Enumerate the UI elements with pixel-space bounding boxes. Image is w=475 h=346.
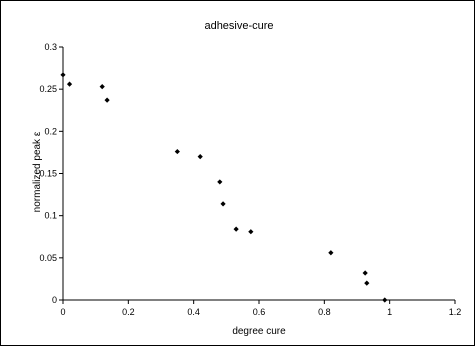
data-point bbox=[104, 97, 110, 103]
data-point bbox=[328, 250, 334, 256]
data-point bbox=[362, 270, 368, 276]
data-point bbox=[217, 179, 223, 185]
data-point bbox=[197, 154, 203, 160]
y-tick-label: 0.1 bbox=[44, 211, 57, 221]
x-tick-label: 1 bbox=[387, 307, 392, 317]
y-tick-label: 0.3 bbox=[44, 42, 57, 52]
data-point bbox=[66, 81, 73, 87]
x-tick-label: 0.4 bbox=[187, 307, 200, 317]
data-point bbox=[233, 226, 239, 232]
y-axis-ticks: 0 0.05 0.1 0.15 0.2 0.25 0.3 bbox=[39, 42, 63, 305]
y-tick-label: 0.15 bbox=[39, 169, 57, 179]
x-tick-label: 0.8 bbox=[318, 307, 331, 317]
x-tick-label: 0.6 bbox=[253, 307, 266, 317]
data-point bbox=[382, 297, 388, 303]
data-point bbox=[220, 201, 226, 207]
x-tick-label: 1.2 bbox=[449, 307, 462, 317]
data-point bbox=[174, 148, 180, 155]
data-point bbox=[60, 72, 66, 78]
y-axis-label: normalized peak ε bbox=[32, 131, 43, 212]
data-point bbox=[248, 229, 254, 235]
x-tick-label: 0 bbox=[60, 307, 65, 317]
data-point bbox=[99, 84, 105, 90]
y-tick-label: 0 bbox=[52, 295, 57, 305]
y-tick-label: 0.2 bbox=[44, 126, 57, 136]
y-tick-label: 0.05 bbox=[39, 253, 57, 263]
x-tick-label: 0.2 bbox=[122, 307, 135, 317]
data-points bbox=[60, 72, 388, 303]
x-axis-ticks: 0 0.2 0.4 0.6 0.8 1 1.2 bbox=[60, 300, 461, 317]
chart-title: adhesive-cure bbox=[204, 20, 273, 32]
y-tick-label: 0.25 bbox=[39, 84, 57, 94]
x-axis-label: degree cure bbox=[232, 326, 286, 337]
data-point bbox=[364, 280, 370, 286]
